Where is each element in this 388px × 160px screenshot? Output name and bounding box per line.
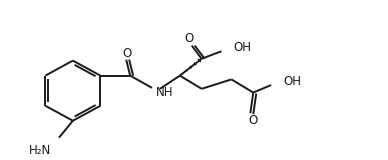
Text: O: O xyxy=(184,32,193,45)
Text: O: O xyxy=(249,114,258,127)
Text: OH: OH xyxy=(234,41,251,54)
Text: NH: NH xyxy=(156,86,173,99)
Text: H₂N: H₂N xyxy=(29,144,51,157)
Text: O: O xyxy=(123,47,132,60)
Text: OH: OH xyxy=(283,75,301,88)
